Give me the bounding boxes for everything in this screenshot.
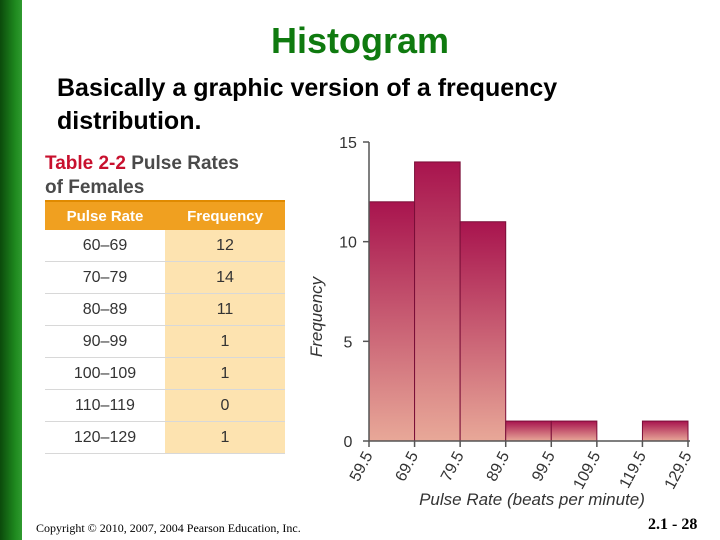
table-row: 90–99 1	[45, 325, 285, 358]
x-tick-label: 89.5	[484, 449, 514, 485]
chart-axes: 0 5 10 15 59.5 69.5 79.5 89.5 99.5 109.5 119.5 129.…	[339, 135, 695, 492]
histogram-bar	[550, 420, 598, 442]
y-tick-label: 15	[339, 135, 357, 152]
pulse-rate-cell: 90–99	[45, 325, 165, 358]
frequency-cell: 1	[165, 325, 285, 358]
frequency-cell: 1	[165, 357, 285, 390]
frequency-cell: 0	[165, 389, 285, 422]
histogram-bar	[414, 161, 461, 442]
frequency-cell: 1	[165, 421, 285, 454]
frequency-cell: 14	[165, 261, 285, 294]
table-caption-text: Pulse Rates	[131, 153, 239, 174]
page-number: 2.1 - 28	[648, 516, 698, 533]
frequency-cell: 11	[165, 293, 285, 326]
x-tick-label: 69.5	[392, 449, 422, 485]
column-header-pulse-rate: Pulse Rate	[45, 200, 165, 230]
table-caption: Table 2-2 Pulse Rates of Females	[45, 152, 305, 200]
table-caption-line-2: of Females	[45, 177, 145, 198]
frequency-table: Pulse Rate Frequency 60–69 12 70–79 14 8…	[45, 200, 285, 454]
histogram-bar	[505, 420, 552, 442]
histogram-bars	[368, 161, 689, 442]
pulse-rate-cell: 70–79	[45, 261, 165, 294]
histogram-bar	[459, 221, 507, 442]
histogram-chart: 0 5 10 15 59.5 69.5 79.5 89.5 99.5 109.5 119.5 129.…	[307, 135, 696, 509]
table-row: 70–79 14	[45, 261, 285, 294]
y-tick-label: 0	[344, 434, 353, 451]
table-row: 110–119 0	[45, 389, 285, 422]
y-axis-label: Frequency	[307, 275, 326, 357]
pulse-rate-cell: 110–119	[45, 389, 165, 422]
pulse-rate-cell: 100–109	[45, 357, 165, 390]
x-tick-label: 79.5	[438, 449, 468, 485]
pulse-rate-cell: 60–69	[45, 230, 165, 262]
x-tick-label: 129.5	[662, 449, 696, 492]
x-tick-label: 109.5	[571, 449, 605, 492]
frequency-cell: 12	[165, 230, 285, 262]
x-tick-label: 119.5	[617, 449, 650, 491]
histogram-bar	[641, 420, 689, 442]
pulse-rate-cell: 120–129	[45, 421, 165, 454]
x-tick-label: 59.5	[347, 449, 377, 485]
y-tick-label: 10	[339, 235, 357, 252]
column-header-frequency: Frequency	[165, 200, 285, 230]
y-tick-label: 5	[344, 334, 353, 351]
subtitle-line-2: distribution.	[57, 107, 202, 135]
subtitle-line-1: Basically a graphic version of a frequen…	[57, 74, 558, 102]
slide-title: Histogram	[270, 20, 450, 61]
histogram-bar	[368, 201, 416, 442]
table-row: 120–129 1	[45, 421, 285, 454]
table-number: Table 2-2	[45, 153, 126, 174]
copyright-text: Copyright © 2010, 2007, 2004 Pearson Edu…	[36, 521, 301, 535]
slide-subtitle: Basically a graphic version of a frequen…	[57, 72, 657, 138]
x-axis-label: Pulse Rate (beats per minute)	[419, 490, 645, 509]
table-row: 100–109 1	[45, 357, 285, 390]
table-row: 60–69 12	[45, 230, 285, 262]
pulse-rate-cell: 80–89	[45, 293, 165, 326]
left-accent-bar	[0, 0, 22, 540]
x-tick-label: 99.5	[529, 449, 559, 485]
table-row: 80–89 11	[45, 293, 285, 326]
